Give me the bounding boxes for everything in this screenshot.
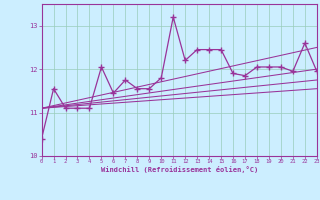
X-axis label: Windchill (Refroidissement éolien,°C): Windchill (Refroidissement éolien,°C)	[100, 166, 258, 173]
